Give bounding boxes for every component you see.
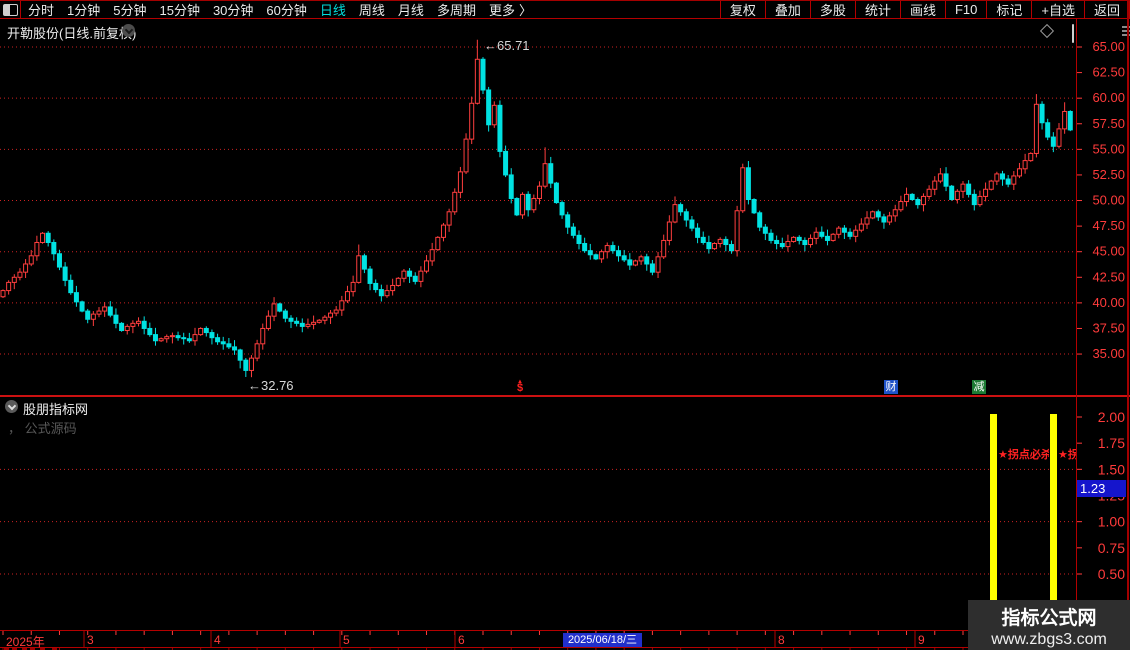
svg-text:1.75: 1.75 [1098,435,1125,451]
title-dropdown-icon[interactable] [122,24,135,37]
menu-item-周线[interactable]: 周线 [358,3,385,18]
dividend-s-icon: $ [516,382,524,394]
month-label-6: 6 [458,633,465,647]
indicator-collapse-icon[interactable] [5,400,18,413]
svg-text:42.50: 42.50 [1092,269,1125,284]
window-border-right [1127,0,1129,600]
title-row: 开勒股份(日线.前复权) [0,19,1076,43]
svg-text:52.50: 52.50 [1092,167,1125,182]
signal-text-1: ★拐点必杀 [998,449,1049,461]
price-axis: 65.00 62.50 60.00 57.50 55.00 52.50 50.00 47.50… [1076,39,1125,361]
low-price-label: ←32.76 [248,378,294,393]
year-label: 2025年 [6,635,45,649]
dividend-arrow-icon: ▲ [517,379,523,385]
svg-text:35.00: 35.00 [1092,346,1125,361]
menu-item-15分钟[interactable]: 15分钟 [159,3,200,18]
indicator-gridlines [0,468,1076,575]
svg-text:65.00: 65.00 [1092,39,1125,54]
svg-text:47.50: 47.50 [1092,218,1125,233]
selected-date-badge[interactable]: 2025/06/18/三 [563,633,642,647]
menu-item-月线[interactable]: 月线 [397,3,424,18]
signal-bar [1050,414,1057,601]
menu-item-统计[interactable]: 统计 [856,0,901,19]
month-label-4: 4 [214,633,221,647]
indicator-name[interactable]: 股朋指标网 [23,402,89,417]
svg-text:0.50: 0.50 [1098,566,1125,582]
dividend-marker[interactable]: ▲ $ [514,379,526,394]
menu-item-返回[interactable]: 返回 [1085,0,1130,19]
menu-item-画线[interactable]: 画线 [901,0,946,19]
signal-bars [990,414,1057,601]
indicator-value-badge: 1.23 [1077,480,1126,497]
month-label-5: 5 [343,633,350,647]
menu-item-复权[interactable]: 复权 [721,0,766,19]
svg-text:1.00: 1.00 [1098,514,1125,530]
watermark-title: 指标公式网 [1001,608,1097,629]
site-watermark: 指标公式网 www.zbgs3.com [968,600,1130,650]
high-price-label: ←65.71 [484,38,530,53]
diamond-icon[interactable] [1039,23,1055,39]
stock-title: 开勒股份(日线.前复权) [7,26,137,41]
date-axis[interactable]: 2025年 3 4 5 6 8 9 [0,630,1130,649]
svg-text:57.50: 57.50 [1092,116,1125,131]
menu-item-30分钟[interactable]: 30分钟 [212,3,254,18]
event-badge-财[interactable]: 财 [884,380,898,394]
svg-text:45.00: 45.00 [1092,244,1125,259]
indicator-subtitle[interactable]: ， 公式源码 [8,421,77,436]
svg-text:60.00: 60.00 [1092,90,1125,105]
axis-border [1076,19,1077,648]
layout-toggle-icon[interactable] [1072,24,1074,43]
split-view-icon [2,3,18,16]
price-gridlines [0,46,1074,355]
menu-item-多股[interactable]: 多股 [811,0,856,19]
menu-item-日线[interactable]: 日线 [319,3,346,18]
event-badge-减[interactable]: 减 [972,380,986,394]
more-arrow-icon[interactable]: 〉 [518,3,532,18]
svg-text:1.50: 1.50 [1098,461,1125,477]
menu-item-+自选[interactable]: +自选 [1032,0,1085,19]
svg-text:62.50: 62.50 [1092,65,1125,80]
period-menu: 分时 1分钟 5分钟 15分钟 30分钟 60分钟 日线 周线 月线 多周期 更多 [21,0,515,19]
menu-item-5分钟[interactable]: 5分钟 [113,3,147,18]
svg-text:0.75: 0.75 [1098,540,1125,556]
signal-bar [990,414,997,601]
svg-text:55.00: 55.00 [1092,141,1125,156]
signal-text-2: ★拐 [1058,449,1076,461]
menu-item-标记[interactable]: 标记 [987,0,1033,19]
corner-list-icon[interactable] [1122,24,1130,38]
panel-layout-icon[interactable] [0,0,21,19]
top-menu-bar: 分时 1分钟 5分钟 15分钟 30分钟 60分钟 日线 周线 月线 多周期 更多 〉 复权 叠加 多股… [0,0,1130,19]
month-label-3: 3 [87,633,94,647]
menu-item-多周期[interactable]: 多周期 [436,3,476,18]
menu-item-F10[interactable]: F10 [946,0,988,19]
menu-item-1分钟[interactable]: 1分钟 [67,3,101,18]
menu-item-60分钟[interactable]: 60分钟 [266,3,307,18]
tool-menu: 复权 叠加 多股 统计 画线 F10 标记 +自选 返回 [719,0,1130,19]
svg-text:50.00: 50.00 [1092,193,1125,208]
svg-text:2.00: 2.00 [1098,409,1125,425]
month-label-8: 8 [778,633,785,647]
menu-item-更多[interactable]: 更多 [488,3,515,18]
pane-separator[interactable] [0,395,1130,397]
menu-item-叠加[interactable]: 叠加 [766,0,811,19]
watermark-url: www.zbgs3.com [991,631,1107,648]
candles-group [0,39,1073,378]
svg-text:40.00: 40.00 [1092,295,1125,310]
menu-item-分时[interactable]: 分时 [28,3,55,18]
month-label-9: 9 [918,633,925,647]
svg-text:37.50: 37.50 [1092,320,1125,335]
